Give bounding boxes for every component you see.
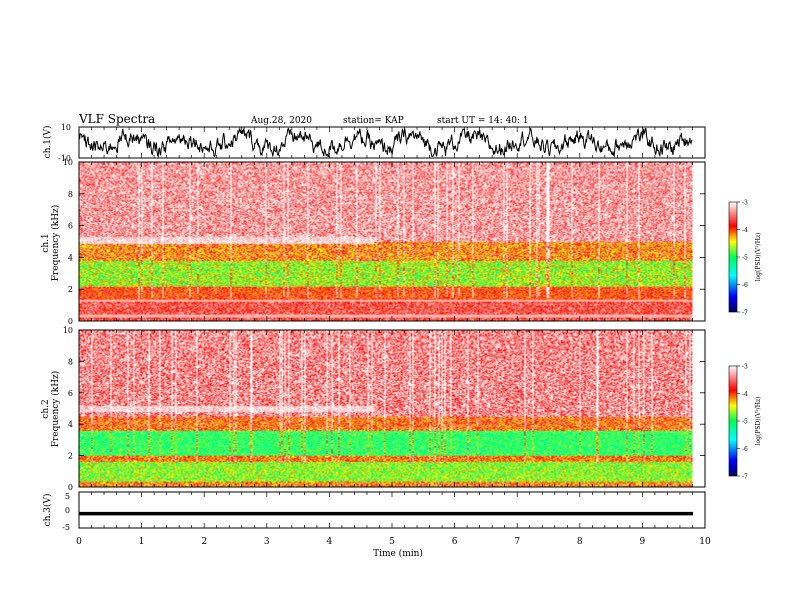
ch2-colorbar [728, 365, 738, 477]
ch3-ytick-top: 5 [65, 492, 70, 501]
colorbar-tick-label: -7 [742, 474, 748, 481]
colorbar-tick-label: -6 [742, 282, 748, 289]
ch2-colorbar-label: log(PSD)(V²/Hz) [755, 397, 762, 446]
ch3-waveform-ylabel: ch.3(V) [42, 494, 53, 527]
ch1-spectrogram-ticks [78, 162, 706, 321]
start-time-label: start UT = 14: 40: 1 [437, 116, 529, 126]
ytick-label: 8 [68, 190, 73, 199]
ch1-colorbar-label: log(PSD)(V²/Hz) [755, 233, 762, 282]
xtick-label: 9 [640, 537, 646, 547]
xtick-label: 8 [577, 537, 583, 547]
ch1-waveform-ylabel: ch.1(V) [42, 126, 53, 159]
ch2-spectrogram-ylabel: Frequency (kHz) [50, 371, 61, 448]
xtick-label: 0 [76, 537, 82, 547]
ch2-spectrogram-yticks: 0 2 4 6 8 10 [63, 326, 705, 492]
ytick-label: 4 [68, 253, 73, 262]
colorbar-tick-label: -3 [742, 364, 748, 371]
ytick-label: 4 [68, 420, 73, 429]
figure-title: VLF Spectra [78, 112, 155, 126]
ch3-ytick-mid: 0 [65, 506, 70, 515]
xtick-label: 2 [201, 537, 207, 547]
ytick-label: 8 [68, 357, 73, 366]
colorbar-tick-label: -3 [742, 200, 748, 207]
ytick-label: 10 [63, 326, 73, 335]
ch3-waveform-line [79, 511, 693, 516]
ch2-colorbar-ticks: -3 -4 -5 -6 -7 [737, 364, 748, 481]
ch2-spectrogram-ticks [78, 330, 706, 487]
ytick-label: 0 [68, 483, 73, 492]
time-axis: 0 1 2 3 4 5 6 7 8 9 10 [76, 492, 711, 547]
ytick-label: 2 [68, 285, 73, 294]
station-label: station= KAP [343, 116, 404, 126]
xtick-label: 1 [139, 537, 145, 547]
colorbar-tick-label: -5 [742, 255, 748, 262]
ch1-colorbar-ticks: -3 -4 -5 -6 -7 [737, 200, 748, 317]
colorbar-tick-label: -6 [742, 446, 748, 453]
ch3-waveform-panel: 5 0 -5 ch.3(V) 0 1 2 3 4 5 6 7 8 9 10 Time (min) [42, 491, 711, 559]
ch1-waveform-line [78, 126, 693, 158]
colorbar-tick-label: -5 [742, 419, 748, 426]
colorbar-tick-label: -7 [742, 310, 748, 317]
ytick-label: 10 [63, 158, 73, 167]
ch1-ytick-top: 10 [61, 123, 71, 132]
xtick-label: 10 [699, 537, 711, 547]
ytick-label: 0 [68, 317, 73, 326]
xtick-label: 3 [264, 537, 270, 547]
ch1-colorbar [728, 201, 738, 313]
ch1-spectrogram-ylabel-top: ch.1 [41, 233, 51, 252]
date-label: Aug.28, 2020 [250, 116, 312, 126]
ytick-label: 2 [68, 452, 73, 461]
ytick-label: 6 [68, 222, 73, 231]
xtick-label: 6 [452, 537, 458, 547]
spectrogram-image-ch2 [79, 330, 693, 487]
ch3-ytick-bottom: -5 [62, 523, 70, 532]
xtick-label: 4 [327, 537, 333, 547]
ch1-ytick-bottom: -10 [58, 154, 71, 163]
xtick-label: 5 [389, 537, 395, 547]
xtick-label: 7 [514, 537, 520, 547]
ch1-waveform-panel: 10 -10 ch.1(V) [42, 123, 706, 163]
time-axis-label: Time (min) [373, 548, 423, 559]
spectrogram-image-ch1 [79, 162, 693, 321]
colorbar-tick-label: -4 [742, 227, 748, 234]
ch1-spectrogram-yticks: 0 2 4 6 8 10 [63, 158, 705, 326]
ytick-label: 6 [68, 389, 73, 398]
ch2-spectrogram-ylabel-top: ch.2 [41, 399, 51, 418]
ch3-waveform-frame [78, 491, 706, 529]
ch1-spectrogram-ylabel: Frequency (kHz) [50, 205, 61, 282]
colorbar-tick-label: -4 [742, 391, 748, 398]
